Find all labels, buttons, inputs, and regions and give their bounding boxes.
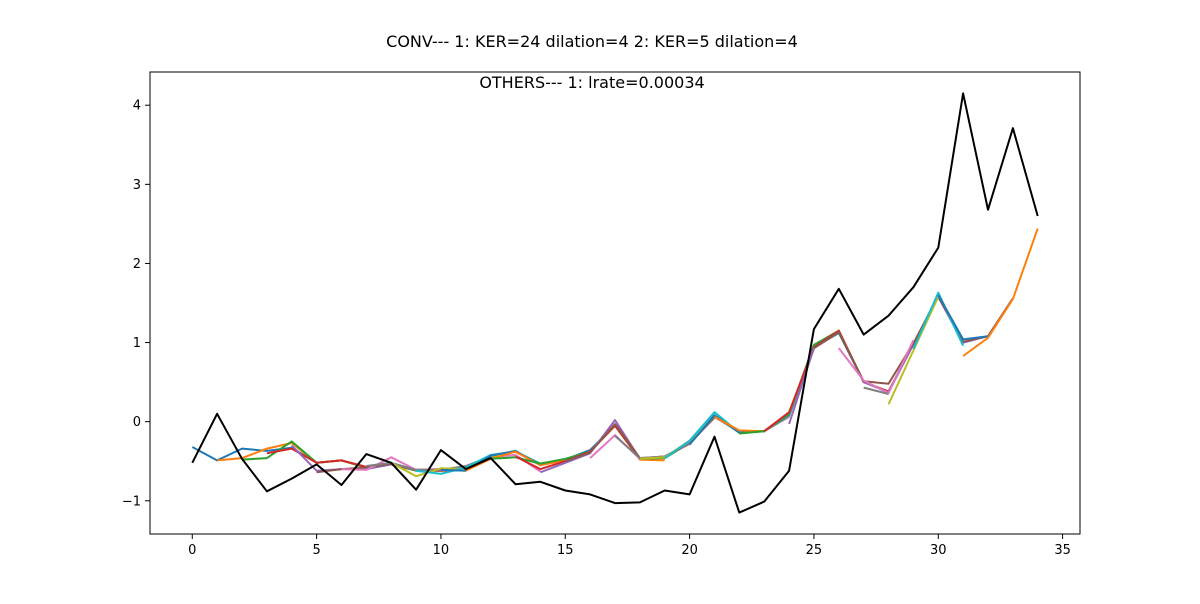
prediction-line-17 [589,415,790,460]
x-tick-label: 30 [930,543,947,558]
prediction-line-31 [937,294,989,341]
prediction-line-28 [863,386,889,395]
x-tick-label: 15 [557,543,574,558]
prediction-line-29 [887,296,940,405]
prediction-line-1 [191,446,392,469]
prediction-line-27 [838,339,915,395]
x-tick-label: 25 [806,543,823,558]
chart-title: CONV--- 1: KER=24 dilation=4 2: KER=5 di… [386,32,798,51]
x-tick-label: 10 [433,543,450,558]
prediction-line-10 [415,424,616,475]
x-tick-label: 0 [188,543,196,558]
y-tick-label: −1 [122,494,141,509]
x-axis: 0 5 10 15 20 25 30 35 [188,534,1071,558]
y-tick-label: 4 [133,99,141,114]
prediction-line-30 [912,291,965,350]
x-tick-label: 5 [312,543,320,558]
y-tick-label: 0 [133,415,141,430]
y-tick-label: 3 [133,178,141,193]
y-axis: −1 0 1 2 3 4 [122,99,150,509]
prediction-line-23 [739,294,940,435]
y-tick-label: 1 [133,336,141,351]
x-tick-label: 35 [1054,543,1071,558]
prediction-line-18 [614,348,815,460]
plot-lines [191,92,1039,514]
y-tick-label: 2 [133,257,141,272]
x-tick-label: 20 [681,543,698,558]
chart-subtitle: OTHERS--- 1: lrate=0.00034 [479,73,704,92]
prediction-line-32 [962,228,1039,357]
plot-frame [149,71,1081,535]
prediction-line-21 [688,330,889,446]
actual-line [191,92,1039,514]
prediction-line-15 [540,415,740,474]
